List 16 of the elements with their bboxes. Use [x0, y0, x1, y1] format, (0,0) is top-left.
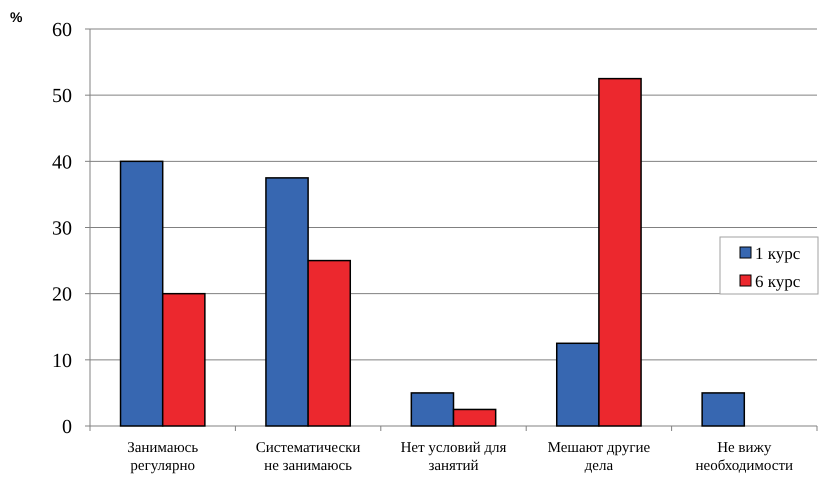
- bar: [701, 392, 746, 427]
- y-tick-label: 20: [52, 284, 72, 306]
- y-tick-label: 50: [52, 85, 72, 108]
- y-tick-label: 40: [52, 151, 72, 174]
- x-tick-label: Не вижу необходимости: [696, 440, 794, 474]
- legend-label: 1 курс: [755, 244, 801, 263]
- x-tick-label: Мешают другие дела: [548, 440, 651, 474]
- y-tick-label: 60: [52, 19, 72, 41]
- legend-label: 6 курс: [755, 272, 801, 291]
- y-tick-label: 0: [62, 416, 72, 438]
- x-tick-label: Систематически не занимаюсь: [256, 440, 360, 474]
- y-axis-title: %: [10, 9, 23, 25]
- x-tick-label: Нет условий для занятий: [400, 440, 507, 474]
- y-tick-label: 10: [52, 350, 72, 372]
- x-tick-label: Занимаюсь регулярно: [127, 440, 198, 474]
- y-tick-label: 30: [52, 218, 72, 240]
